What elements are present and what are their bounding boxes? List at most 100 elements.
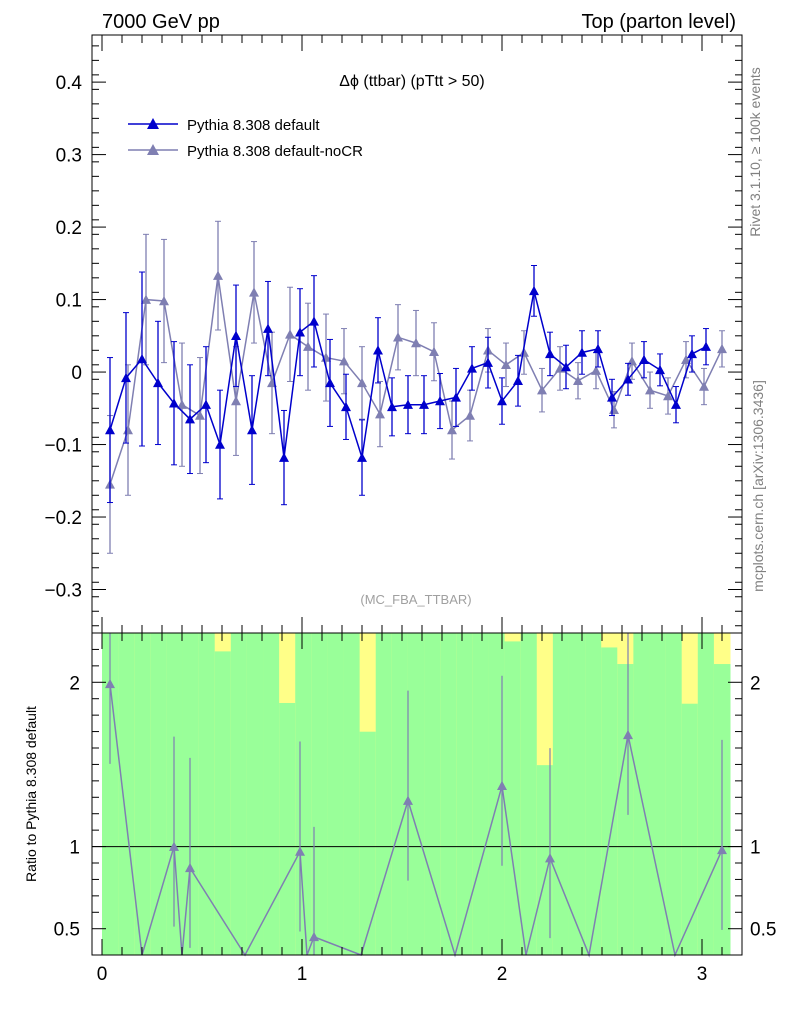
data-point [593,343,603,354]
data-point [403,399,413,409]
data-point [513,375,523,386]
data-point [655,364,665,375]
data-point [501,359,511,370]
data-point [701,341,711,351]
data-point [387,401,397,412]
ratio-band-green [327,633,345,955]
data-point [435,396,445,406]
ratio-band-green [697,633,715,955]
data-point [591,365,601,375]
data-point [303,341,313,351]
ratio-point [105,678,115,689]
main-series-layer [105,220,727,554]
ratio-band-green [681,703,699,955]
ratio-band-green [230,633,248,955]
data-point [645,385,655,395]
ratio-band-green [118,633,135,955]
data-point [201,399,211,409]
data-point [465,410,475,420]
ratio-band-green [665,633,683,955]
data-point [215,439,225,449]
data-point [375,409,385,419]
legend: Pythia 8.308 default Pythia 8.308 defaul… [128,117,363,160]
ratio-band-green [633,633,650,955]
main-plot-panel: −0.3 −0.2 −0.1 0 0.1 0.2 0.3 0.4 Δϕ (ttbar) (pT… [44,34,743,634]
ratio-axis-ticks: 0.5 0.5 1 1 2 2 0 1 2 3 [54,633,776,985]
data-point [295,327,305,337]
data-point [497,396,507,406]
y-tick-label: 0.3 [56,146,82,167]
data-point [607,392,617,402]
ratio-uncertainty-bands [102,633,731,955]
ratio-point [545,853,555,863]
data-point [467,363,477,373]
ratio-band-green [246,633,264,955]
data-point [373,345,383,355]
ratio-band-green [424,633,441,955]
data-point [153,377,163,388]
ratio-band-green [182,633,200,955]
data-point [561,361,571,372]
data-point [123,425,133,435]
ratio-band-green [440,633,457,955]
ratio-band-green [488,633,506,955]
data-point [623,374,633,384]
data-point [663,390,673,401]
ratio-band-green [601,647,618,955]
ratio-plot-panel: 0.5 0.5 1 1 2 2 0 1 2 3 Ratio to Pythia 8.308 def… [23,632,776,985]
ratio-band-green [585,633,602,955]
legend-label-nocr: Pythia 8.308 default-noCR [187,143,363,160]
y-tick-label: 0 [71,363,82,384]
data-point [339,356,349,366]
data-point [195,410,205,420]
ratio-band-green [617,664,634,955]
data-point [609,404,619,414]
data-point [263,323,273,333]
ratio-point [497,780,507,791]
data-point [717,343,727,354]
data-point [141,294,151,304]
header-left-label: 7000 GeV pp [102,11,220,33]
ratio-band-green [456,633,473,955]
data-point [429,346,439,357]
ratio-point [309,931,319,942]
legend-item-default: Pythia 8.308 default [128,117,320,134]
legend-marker-default [147,118,159,129]
data-point [309,316,319,326]
ratio-band-green [263,633,280,955]
data-point [105,425,115,435]
data-point [185,414,195,424]
data-point [537,385,547,395]
ratio-band-green [150,633,167,955]
ratio-band-green [166,633,184,955]
x-tick-label: 0 [97,964,108,985]
ratio-y-tick-label-left: 2 [69,673,80,694]
data-point [699,381,709,391]
ratio-band-green [198,633,216,955]
ratio-y-axis-label: Ratio to Pythia 8.308 default [23,706,39,882]
data-point [177,399,187,409]
ratio-y-tick-label-right: 2 [750,673,761,694]
data-point [357,452,367,462]
data-point [545,348,555,359]
y-tick-label: 0.2 [56,218,82,239]
ratio-band-green [311,633,328,955]
ratio-band-green [102,633,119,955]
mcplots-reference-label: mcplots.cern.ch [arXiv:1306.3436] [750,380,766,592]
y-tick-label: −0.2 [44,508,82,529]
data-point [681,354,691,364]
y-tick-label: 0.1 [56,291,82,312]
ratio-band-green [359,731,377,955]
ratio-band-green [295,633,312,955]
data-point [393,332,403,342]
data-point [519,347,529,357]
x-tick-label: 3 [697,964,708,985]
ratio-point [295,846,305,856]
ratio-band-green [472,633,489,955]
ratio-point [717,844,727,855]
ratio-band-green [391,633,409,955]
data-point [529,285,539,296]
ratio-band-green [552,633,570,955]
data-point [357,377,367,388]
